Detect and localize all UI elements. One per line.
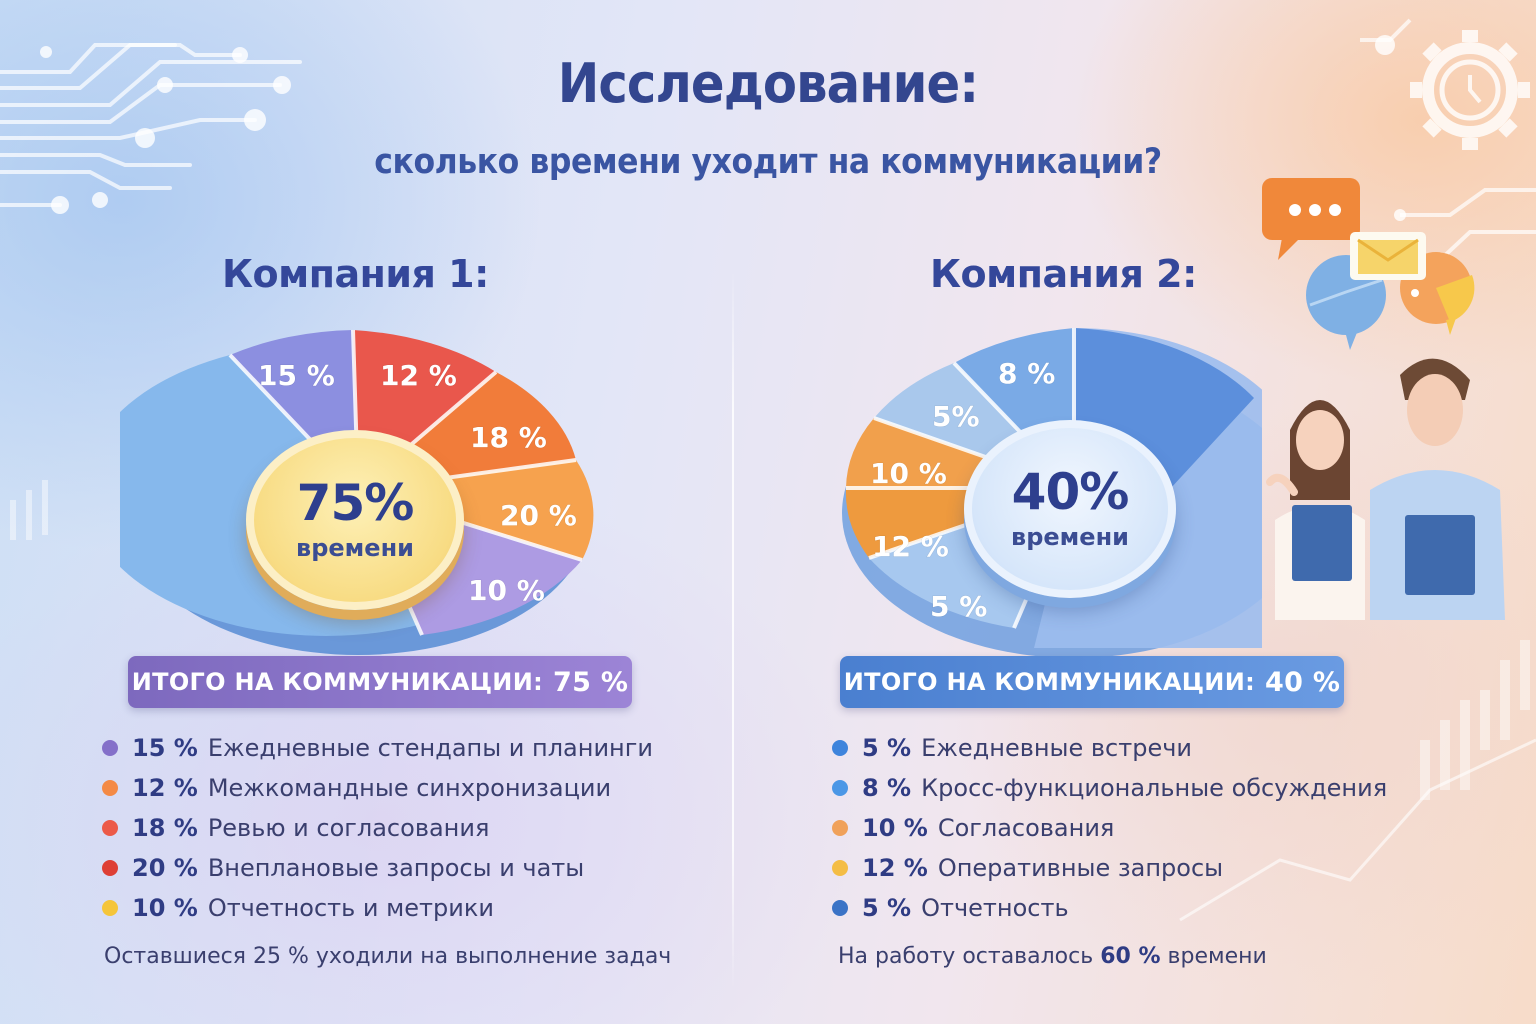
total-value: 75 %: [552, 666, 629, 698]
legend-item: 5 % Отчетность: [832, 888, 1387, 928]
company2-pie-chart: 8 % 5% 10 % 12 % 5 %: [842, 328, 1262, 658]
company2-title: Компания 2:: [930, 252, 1197, 296]
bullet-icon: [102, 820, 118, 836]
bullet-icon: [832, 740, 848, 756]
legend-item: 15 % Ежедневные стендапы и планинги: [102, 728, 653, 768]
bullet-icon: [102, 780, 118, 796]
company1-legend: 15 % Ежедневные стендапы и планинги 12 % М…: [102, 728, 653, 928]
bullet-icon: [832, 860, 848, 876]
legend-item: 8 % Кросс-функциональные обсуждения: [832, 768, 1387, 808]
slice-label: 5%: [932, 400, 980, 433]
company2-legend: 5 % Ежедневные встречи 8 % Кросс-функцио…: [832, 728, 1387, 928]
legend-item: 18 % Ревью и согласования: [102, 808, 653, 848]
legend-item: 12 % Оперативные запросы: [832, 848, 1387, 888]
slice-label: 5 %: [930, 590, 987, 623]
center-caption: времени: [1011, 523, 1129, 551]
slice-label: 8 %: [998, 357, 1055, 390]
envelope-icon: [1350, 232, 1426, 280]
slice-label: 20 %: [500, 499, 577, 532]
slice-label: 12 %: [380, 359, 457, 392]
company1-total-badge: ИТОГО НА КОММУНИКАЦИИ: 75 %: [128, 656, 632, 708]
center-value: 75%: [296, 474, 415, 532]
slice-label: 10 %: [870, 457, 947, 490]
page-subtitle: сколько времени уходит на коммуникации?: [374, 142, 1162, 182]
communication-illustration: [1262, 178, 1505, 620]
legend-item: 10 % Отчетность и метрики: [102, 888, 653, 928]
bullet-icon: [102, 900, 118, 916]
legend-item: 12 % Межкомандные синхронизации: [102, 768, 653, 808]
chat-bubble-icon: [1262, 178, 1360, 260]
company2-footnote: На работу оставалось 60 % времени: [838, 944, 1267, 969]
legend-item: 10 % Согласования: [832, 808, 1387, 848]
slice-label: 15 %: [258, 359, 335, 392]
company1-title: Компания 1:: [222, 252, 489, 296]
legend-item: 20 % Внеплановые запросы и чаты: [102, 848, 653, 888]
bullet-icon: [102, 860, 118, 876]
column-divider: [732, 270, 734, 990]
legend-item: 5 % Ежедневные встречи: [832, 728, 1387, 768]
center-caption: времени: [296, 534, 414, 562]
bullet-icon: [832, 780, 848, 796]
slice-label: 18 %: [470, 421, 547, 454]
slice-label: 12 %: [872, 530, 949, 563]
bullet-icon: [102, 740, 118, 756]
total-label: ИТОГО НА КОММУНИКАЦИИ:: [131, 668, 543, 696]
man-figure: [1370, 358, 1505, 620]
total-value: 40 %: [1264, 666, 1341, 698]
company2-center-hub: 40% времени: [964, 420, 1176, 598]
company1-center-hub: 75% времени: [246, 430, 464, 610]
bullet-icon: [832, 900, 848, 916]
total-label: ИТОГО НА КОММУНИКАЦИИ:: [843, 668, 1255, 696]
page-title: Исследование:: [557, 52, 979, 115]
woman-figure: [1266, 400, 1365, 620]
bullet-icon: [832, 820, 848, 836]
company2-total-badge: ИТОГО НА КОММУНИКАЦИИ: 40 %: [840, 656, 1344, 708]
slice-label: 10 %: [468, 574, 545, 607]
company1-footnote: Оставшиеся 25 % уходили на выполнение за…: [104, 944, 672, 969]
center-value: 40%: [1011, 463, 1130, 521]
